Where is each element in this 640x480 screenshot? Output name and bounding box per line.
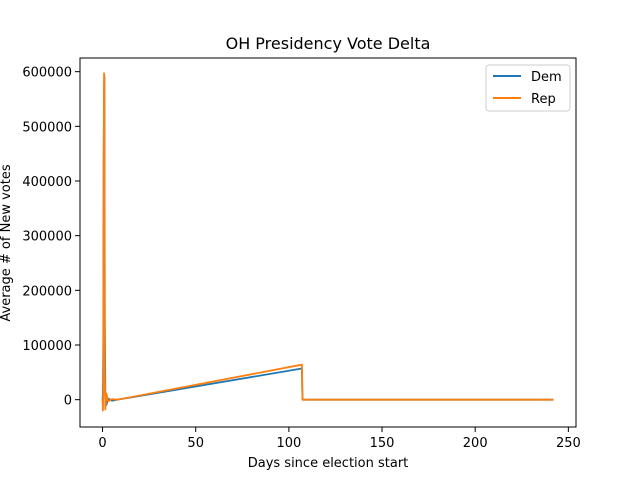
x-tick-label: 250 <box>556 436 581 451</box>
x-tick-label: 50 <box>187 436 204 451</box>
y-tick-label: 600000 <box>22 66 72 81</box>
y-axis-label: Average # of New votes <box>0 164 14 321</box>
y-tick-label: 100000 <box>22 339 72 354</box>
plot-frame <box>79 57 577 428</box>
chart-title: OH Presidency Vote Delta <box>226 34 431 53</box>
legend-label-rep: Rep <box>531 92 556 107</box>
x-tick-label: 100 <box>276 436 301 451</box>
legend-label-dem: Dem <box>531 70 562 85</box>
x-tick-label: 150 <box>370 436 395 451</box>
y-tick-label: 0 <box>64 394 72 409</box>
y-tick-label: 400000 <box>22 175 72 190</box>
y-tick-label: 500000 <box>22 120 72 135</box>
y-tick-label: 200000 <box>22 284 72 299</box>
x-tick-label: 200 <box>463 436 488 451</box>
x-axis-label: Days since election start <box>248 456 409 471</box>
x-tick-label: 0 <box>98 436 106 451</box>
x-axis: 0 50 100 150 200 250 <box>98 427 581 451</box>
legend: Dem Rep <box>485 64 571 112</box>
series-line-rep <box>101 72 554 412</box>
y-axis: 0 100000 200000 300000 400000 500000 600000 <box>22 66 80 409</box>
plot-area <box>101 72 554 412</box>
y-tick-label: 300000 <box>22 230 72 245</box>
